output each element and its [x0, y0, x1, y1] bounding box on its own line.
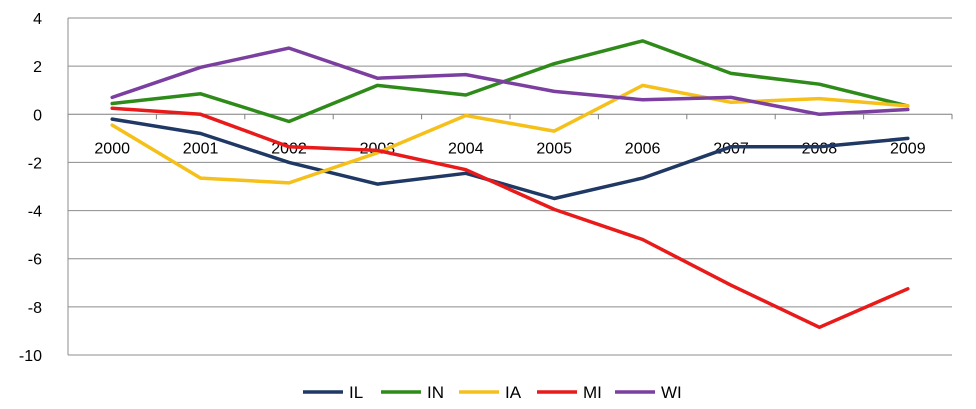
y-tick-label: -8: [28, 300, 42, 317]
legend-label-in: IN: [427, 383, 444, 402]
series-lines: [110, 39, 910, 330]
x-tick-label: 2005: [536, 140, 572, 157]
series-line-ia: [110, 83, 910, 185]
x-tick-label: 2008: [802, 140, 838, 157]
y-tick-label: -6: [28, 252, 42, 269]
x-tick-label: 2000: [94, 140, 130, 157]
x-axis: 2000 2001 2002 2003 2004 2005 2006 2007 2008 2009: [67, 114, 953, 157]
legend: IL IN IA MI WI: [303, 383, 682, 402]
x-tick-label: 2007: [713, 140, 749, 157]
series-line-in: [110, 39, 910, 124]
legend-label-il: IL: [349, 383, 363, 402]
y-axis: 4 2 0 -2 -4 -6 -8 -10: [19, 11, 69, 365]
y-tick-label: -4: [28, 204, 42, 221]
series-line-wi: [110, 46, 910, 117]
legend-label-ia: IA: [505, 383, 522, 402]
y-tick-label: 0: [33, 107, 42, 124]
series-line-il: [110, 117, 910, 201]
y-tick-label: -2: [28, 155, 42, 172]
legend-label-mi: MI: [583, 383, 602, 402]
x-tick-label: 2001: [183, 140, 219, 157]
x-tick-label: 2009: [890, 140, 926, 157]
y-tick-label: 4: [33, 11, 42, 28]
y-tick-label: 2: [33, 59, 42, 76]
legend-label-wi: WI: [661, 383, 682, 402]
x-tick-label: 2004: [448, 140, 484, 157]
y-tick-label: -10: [19, 348, 42, 365]
series-line-mi: [110, 106, 910, 330]
x-tick-label: 2006: [625, 140, 661, 157]
